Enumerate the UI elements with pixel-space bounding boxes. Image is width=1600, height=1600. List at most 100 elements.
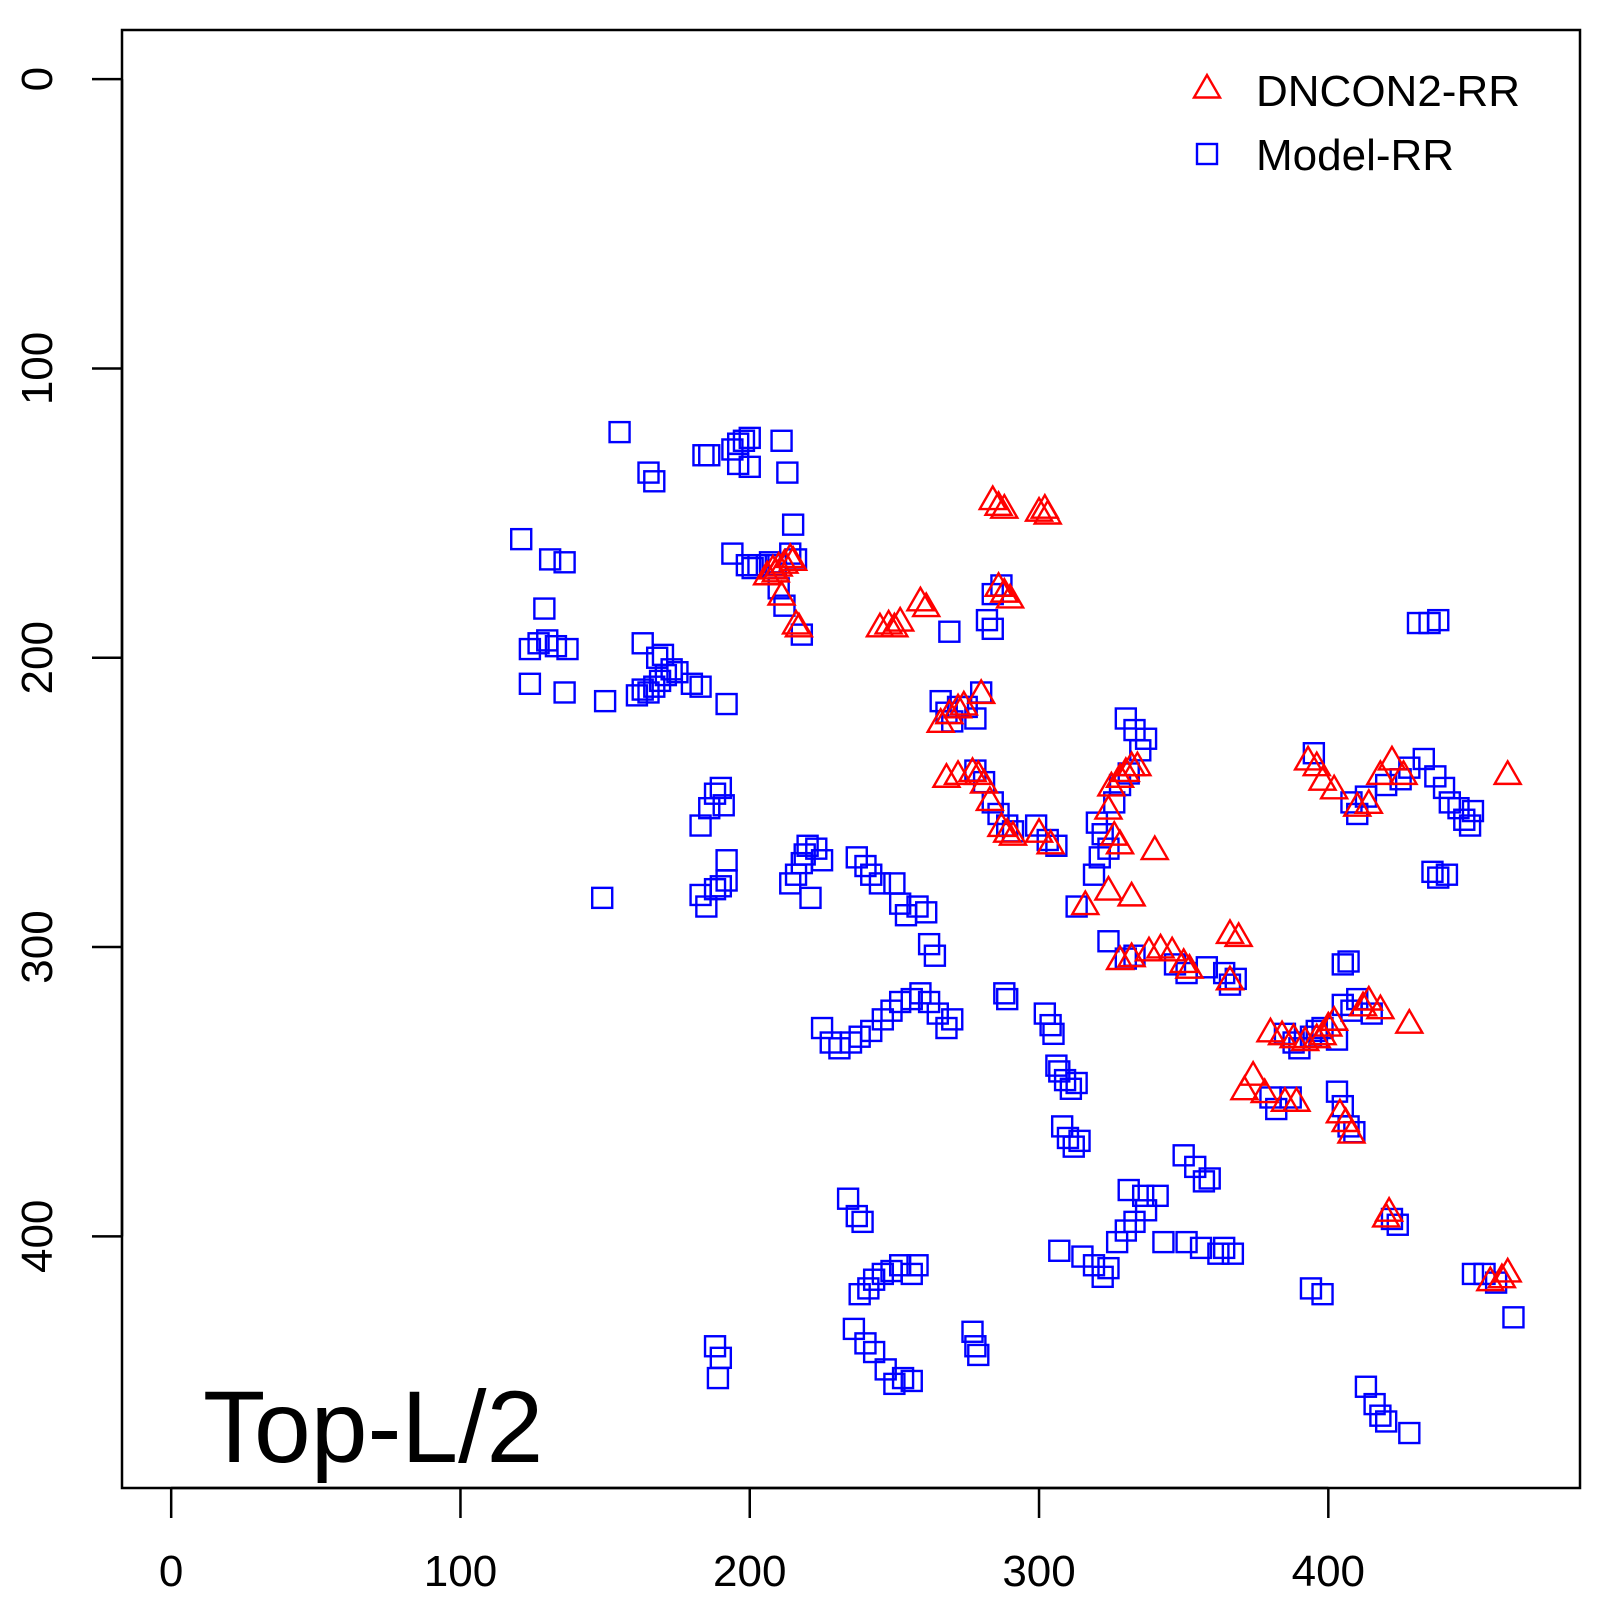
x-tick-label: 100 — [424, 1547, 497, 1596]
triangle-point — [1342, 790, 1373, 817]
square-point — [1082, 1254, 1106, 1277]
square-point — [1424, 765, 1447, 788]
square-point — [1036, 828, 1059, 852]
square-point — [1134, 727, 1158, 750]
square-point — [845, 846, 868, 869]
triangle-point — [1313, 1010, 1344, 1037]
square-point — [941, 1008, 964, 1031]
square-point — [967, 1343, 990, 1367]
square-point — [1024, 814, 1048, 837]
triangle-point — [1110, 756, 1141, 783]
triangle-point — [1376, 744, 1408, 771]
series-dncon2-rr — [752, 484, 1523, 1292]
square-point — [894, 904, 918, 927]
square-point — [981, 617, 1004, 641]
x-tick-label: 0 — [159, 1547, 183, 1596]
square-point — [1123, 718, 1146, 742]
triangle-point — [1133, 935, 1165, 962]
square-point — [1184, 1155, 1207, 1179]
square-point — [1421, 860, 1444, 884]
triangle-point — [1373, 1195, 1405, 1222]
square-point — [544, 634, 568, 658]
square-point — [608, 420, 631, 444]
x-tick-label: 300 — [1002, 1547, 1075, 1596]
triangle-point — [1122, 750, 1153, 777]
square-point — [698, 444, 721, 467]
square-point — [738, 426, 761, 450]
square-point — [1114, 1219, 1138, 1242]
square-point — [1123, 1210, 1146, 1234]
square-point — [874, 1358, 897, 1381]
square-point — [776, 461, 799, 484]
square-point — [643, 470, 666, 493]
square-point — [1398, 1421, 1421, 1445]
triangle-point — [997, 819, 1029, 846]
square-point — [553, 681, 576, 704]
triangle-point — [983, 570, 1014, 598]
triangle-point — [1229, 1074, 1260, 1101]
square-point — [1097, 1256, 1120, 1280]
triangle-point — [989, 492, 1020, 519]
triangle-point — [1023, 816, 1055, 843]
square-point — [1059, 1077, 1083, 1100]
square-point — [1045, 834, 1068, 857]
triangle-point — [1347, 990, 1379, 1017]
square-point — [1427, 866, 1450, 889]
triangle-point — [1214, 918, 1246, 945]
square-point — [871, 1262, 895, 1286]
triangle-point — [1255, 1016, 1286, 1043]
square-point — [735, 553, 759, 577]
triangle-point — [992, 816, 1023, 843]
square-point — [860, 863, 883, 886]
square-point — [1117, 1178, 1140, 1202]
square-point — [1134, 1199, 1158, 1222]
square-point — [1097, 930, 1120, 953]
square-point — [848, 1282, 871, 1306]
square-point — [848, 1025, 871, 1048]
square-point — [1033, 1002, 1057, 1025]
triangle-point — [1116, 880, 1147, 907]
square-point — [964, 1335, 987, 1358]
square-point — [637, 461, 660, 484]
x-tick-label: 200 — [713, 1547, 786, 1596]
square-point — [1065, 895, 1088, 918]
triangle-point — [934, 698, 965, 725]
square-point — [926, 1002, 949, 1025]
square-point — [631, 632, 654, 655]
points-layer — [510, 420, 1525, 1445]
square-point — [648, 669, 672, 693]
square-point — [1438, 791, 1462, 814]
square-point — [845, 1204, 868, 1228]
square-point — [556, 637, 579, 661]
triangle-point — [1388, 758, 1419, 786]
square-point — [1175, 1230, 1198, 1254]
square-point — [862, 1340, 886, 1364]
square-point — [900, 987, 923, 1011]
square-point — [1406, 611, 1430, 635]
square-point — [891, 1366, 915, 1390]
square-point — [1131, 1184, 1155, 1208]
square-point — [935, 1016, 958, 1040]
square-point — [706, 1366, 730, 1390]
square-point — [793, 843, 816, 866]
square-point — [1311, 1282, 1334, 1306]
square-point — [631, 678, 654, 701]
square-point — [721, 438, 744, 461]
square-point — [645, 646, 669, 669]
square-point — [900, 1262, 923, 1286]
triangle-point — [931, 761, 962, 788]
legend-label: Model-RR — [1256, 131, 1454, 180]
y-tick-label: 0 — [13, 67, 62, 91]
square-point — [888, 1254, 912, 1277]
legend-triangle-icon — [1191, 72, 1223, 99]
square-point — [591, 886, 614, 910]
square-point — [781, 513, 805, 536]
triangle-point — [1319, 1004, 1350, 1031]
triangle-point — [968, 767, 1000, 794]
triangle-point — [925, 706, 956, 733]
square-point — [1097, 837, 1120, 860]
square-point — [996, 987, 1019, 1011]
triangle-point — [1336, 1117, 1367, 1144]
square-point — [871, 1008, 895, 1031]
square-point — [1374, 1410, 1398, 1433]
